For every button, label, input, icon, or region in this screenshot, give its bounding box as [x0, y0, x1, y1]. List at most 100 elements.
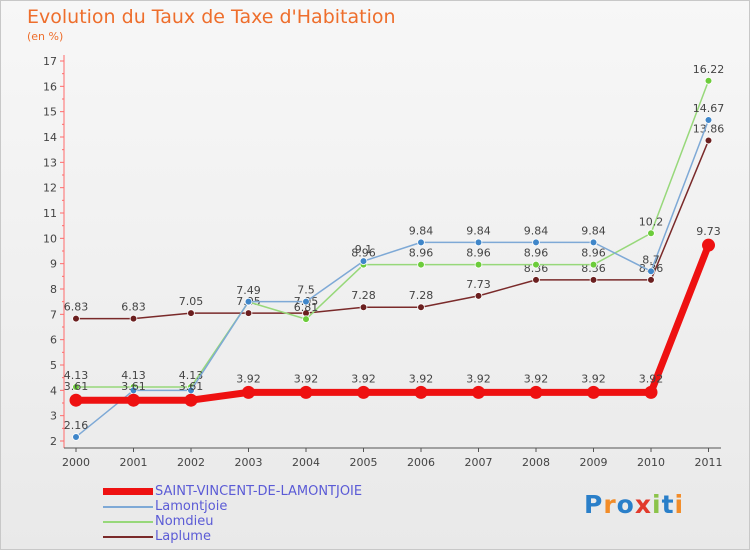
- x-tick-label: 2001: [120, 456, 148, 469]
- data-point: [129, 314, 138, 323]
- y-tick-label: 2: [50, 435, 57, 448]
- legend-swatch-nomdieu: [103, 521, 153, 523]
- series-line-2: [75, 119, 710, 438]
- data-point: [589, 238, 598, 247]
- proxiti-logo: Proxiti: [584, 490, 685, 519]
- y-tick-label: 5: [50, 359, 57, 372]
- y-tick-label: 17: [43, 55, 57, 68]
- legend-swatch-laplume: [103, 536, 153, 538]
- data-label: 14.67: [693, 102, 725, 115]
- data-point: [417, 260, 425, 269]
- data-label: 3.92: [409, 372, 434, 385]
- y-tick-label: 12: [43, 182, 57, 195]
- legend-label-nomdieu: Nomdieu: [155, 514, 214, 529]
- x-tick-label: 2005: [350, 456, 378, 469]
- data-label: 7.73: [466, 278, 491, 291]
- data-label: 3.92: [236, 372, 261, 385]
- data-label: 7.28: [351, 289, 376, 302]
- data-point: [359, 257, 368, 265]
- data-point: [589, 260, 598, 269]
- data-label: 4.13: [179, 369, 204, 382]
- data-label: 8.96: [524, 247, 549, 260]
- data-label: 8.96: [466, 247, 491, 260]
- data-point: [472, 385, 485, 399]
- chart-unit-label: (en %): [27, 30, 64, 43]
- x-tick-label: 2011: [695, 456, 723, 469]
- data-label: 8.96: [581, 247, 606, 260]
- y-tick-label: 14: [43, 131, 57, 144]
- x-tick-label: 2008: [522, 456, 550, 469]
- data-point: [474, 292, 483, 300]
- data-label: 4.13: [121, 369, 146, 382]
- data-label: 3.92: [581, 372, 606, 385]
- data-label: 7.05: [179, 295, 204, 308]
- data-label: 16.22: [693, 63, 725, 76]
- y-tick-label: 11: [43, 207, 57, 220]
- chart-title: Evolution du Taux de Taxe d'Habitation: [27, 6, 396, 28]
- data-point: [417, 303, 425, 312]
- data-label: 9.73: [696, 225, 721, 238]
- y-tick-label: 16: [43, 80, 57, 93]
- y-tick-label: 13: [43, 156, 57, 169]
- data-point: [72, 383, 80, 391]
- data-point: [474, 238, 483, 247]
- data-point: [244, 297, 253, 306]
- data-point: [529, 385, 543, 399]
- y-tick-label: 3: [50, 410, 57, 423]
- data-point: [357, 385, 370, 399]
- series-line-3: [72, 241, 712, 404]
- data-point: [532, 260, 540, 269]
- x-tick-label: 2004: [292, 456, 320, 469]
- data-point: [704, 76, 713, 85]
- data-point: [647, 267, 655, 276]
- series-line-0: [75, 139, 710, 320]
- data-label: 4.13: [64, 369, 89, 382]
- series-line-1: [75, 80, 710, 388]
- data-point: [302, 315, 310, 323]
- data-point: [414, 385, 428, 399]
- data-point: [299, 385, 313, 399]
- data-label: 9.84: [409, 224, 434, 237]
- legend-swatch-lamontjoie: [103, 506, 153, 508]
- data-label: 3.92: [351, 372, 376, 385]
- data-point: [647, 276, 655, 284]
- data-label: 6.83: [64, 301, 89, 314]
- data-label: 3.92: [639, 372, 664, 385]
- data-label: 6.81: [294, 301, 319, 314]
- data-label: 9.84: [524, 224, 549, 237]
- legend-label-lamontjoie: Lamontjoie: [155, 499, 228, 514]
- data-point: [532, 276, 540, 284]
- x-tick-label: 2002: [177, 456, 205, 469]
- data-point: [72, 433, 80, 441]
- y-tick-label: 8: [50, 283, 57, 296]
- x-tick-label: 2007: [465, 456, 493, 469]
- data-point: [242, 385, 255, 399]
- data-label: 8.7: [642, 253, 660, 266]
- data-label: 8.96: [351, 247, 376, 260]
- data-point: [417, 238, 425, 247]
- data-label: 8.96: [409, 247, 434, 260]
- data-point: [244, 309, 253, 317]
- data-point: [474, 260, 483, 269]
- data-point: [69, 393, 83, 407]
- legend-label-saint-vincent: SAINT-VINCENT-DE-LAMONTJOIE: [155, 484, 363, 499]
- y-tick-label: 7: [50, 308, 57, 321]
- x-tick-label: 2010: [637, 456, 665, 469]
- y-tick-label: 6: [50, 334, 57, 347]
- data-label: 9.1: [355, 243, 373, 256]
- data-label: 3.92: [466, 372, 491, 385]
- x-tick-label: 2000: [62, 456, 90, 469]
- data-label: 7.28: [409, 289, 434, 302]
- data-label: 3.92: [524, 372, 549, 385]
- data-point: [72, 314, 80, 323]
- y-tick-label: 10: [43, 232, 57, 245]
- data-point: [127, 393, 140, 407]
- legend-label-laplume: Laplume: [155, 529, 211, 544]
- data-label: 3.92: [294, 372, 319, 385]
- data-point: [704, 116, 713, 124]
- x-tick-label: 2009: [580, 456, 608, 469]
- data-label: 9.84: [466, 224, 491, 237]
- x-tick-label: 2003: [235, 456, 263, 469]
- data-label: 7.49: [236, 284, 261, 297]
